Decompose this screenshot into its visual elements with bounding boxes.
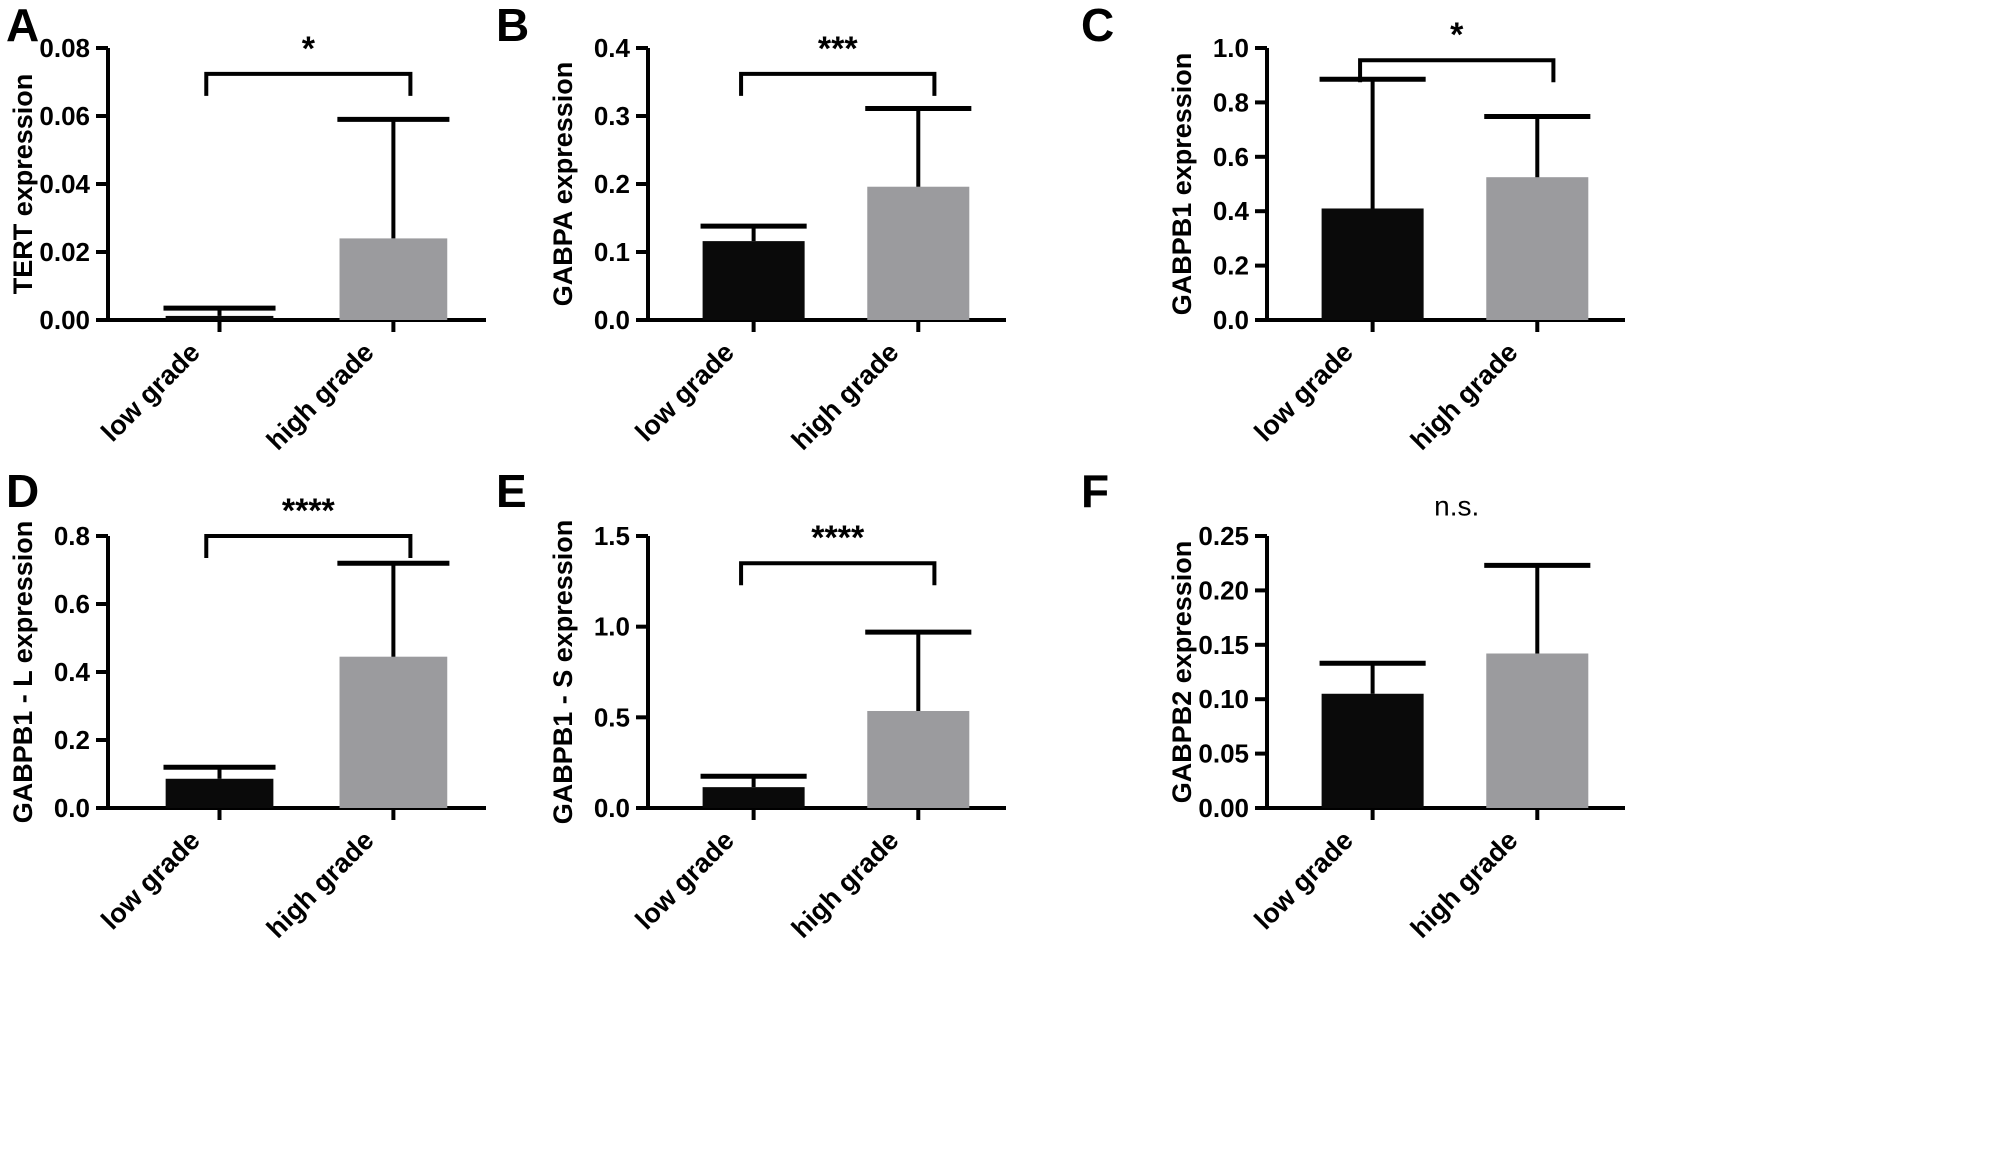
significance-label: * xyxy=(302,30,316,68)
bar xyxy=(867,186,970,320)
y-tick-label: 0.04 xyxy=(39,169,90,199)
x-tick-label: low grade xyxy=(630,825,740,935)
significance-bracket xyxy=(204,71,413,96)
y-tick-label: 0.00 xyxy=(1198,793,1249,823)
x-tick-label: high grade xyxy=(261,825,380,944)
panel-letter-e: E xyxy=(496,465,527,517)
x-tick-label: high grade xyxy=(786,825,905,944)
panel-c-plot: 0.0 0.2 0.4 0.6 0.8 1.0 GABPB1 expression low g… xyxy=(1167,16,1625,456)
panel-d: D 0.0 0.2 0.4 0.6 0.8 GABPB1 - L expression lo… xyxy=(0,465,500,944)
y-tick-label: 0.6 xyxy=(1213,142,1249,172)
panel-letter-d: D xyxy=(6,465,40,517)
y-tick-label: 0.00 xyxy=(39,305,90,335)
y-axis-label: TERT expression xyxy=(8,74,38,295)
x-tick-label: high grade xyxy=(1405,825,1524,944)
y-tick-label: 0.0 xyxy=(1213,305,1249,335)
bar xyxy=(1486,177,1589,320)
significance-label: *** xyxy=(818,30,858,68)
y-tick-label: 0.20 xyxy=(1198,575,1249,605)
panel-d-plot: 0.0 0.2 0.4 0.6 0.8 GABPB1 - L expression low … xyxy=(8,492,486,944)
bar xyxy=(1321,693,1424,808)
y-tick-label: 0.05 xyxy=(1198,739,1249,769)
x-tick-label: high grade xyxy=(261,337,380,456)
bar xyxy=(1486,653,1589,808)
y-tick-label: 0.4 xyxy=(54,657,91,687)
significance-bracket xyxy=(204,534,413,558)
significance-label: **** xyxy=(282,492,336,530)
significance-label: n.s. xyxy=(1434,491,1479,522)
y-tick-label: 1.5 xyxy=(594,521,630,551)
y-axis-label: GABPB1 - S expression xyxy=(548,520,578,825)
panel-c: C 0.0 0.2 0.4 0.6 0.8 1.0 GABPB1 expression low… xyxy=(1075,0,1635,456)
x-tick-label: low grade xyxy=(1249,825,1359,935)
panel-letter-b: B xyxy=(496,0,530,51)
y-tick-label: 0.08 xyxy=(39,33,90,63)
panel-letter-c: C xyxy=(1081,0,1115,51)
panel-b: B 0.0 0.1 0.2 0.3 0.4 GABPA expression low gra… xyxy=(490,0,1050,456)
y-axis-label: GABPB1 - L expression xyxy=(8,521,38,824)
y-tick-label: 0.8 xyxy=(54,521,90,551)
x-tick-label: low grade xyxy=(630,337,740,447)
bar xyxy=(702,787,805,808)
y-tick-label: 0.15 xyxy=(1198,630,1249,660)
bar xyxy=(702,241,805,320)
y-tick-label: 1.0 xyxy=(594,612,630,642)
significance-bracket xyxy=(739,71,937,96)
panel-letter-a: A xyxy=(6,0,40,51)
significance-bracket xyxy=(1358,58,1556,83)
y-axis-label: GABPA expression xyxy=(548,62,578,307)
y-tick-label: 0.2 xyxy=(594,169,630,199)
y-axis-label: GABPB1 expression xyxy=(1167,53,1197,316)
y-tick-label: 0.8 xyxy=(1213,87,1249,117)
significance-label: * xyxy=(1450,16,1464,54)
x-tick-label: low grade xyxy=(95,825,205,935)
y-tick-label: 0.5 xyxy=(594,702,630,732)
bar xyxy=(867,710,970,808)
bar xyxy=(1321,208,1424,320)
bar xyxy=(339,656,448,808)
y-axis-label: GABPB2 expression xyxy=(1167,541,1197,804)
y-tick-label: 0.3 xyxy=(594,101,630,131)
panel-b-plot: 0.0 0.1 0.2 0.3 0.4 GABPA expression low grade… xyxy=(548,30,1006,456)
x-tick-label: low grade xyxy=(95,337,205,447)
x-tick-label: high grade xyxy=(786,337,905,456)
panel-f: F 0.00 0.05 0.10 0.15 0.20 0.25 GABPB2 express… xyxy=(1075,465,1635,944)
y-tick-label: 0.2 xyxy=(1213,251,1249,281)
panel-e-plot: 0.0 0.5 1.0 1.5 GABPB1 - S expression low gra… xyxy=(548,519,1006,944)
x-tick-label: high grade xyxy=(1405,337,1524,456)
y-tick-label: 0.2 xyxy=(54,725,90,755)
y-tick-label: 0.02 xyxy=(39,237,90,267)
y-tick-label: 0.0 xyxy=(54,793,90,823)
significance-bracket xyxy=(739,561,937,586)
bar xyxy=(165,315,274,320)
significance-label: **** xyxy=(811,519,865,557)
y-tick-label: 0.0 xyxy=(594,793,630,823)
y-tick-label: 1.0 xyxy=(1213,33,1249,63)
bar xyxy=(339,238,448,320)
y-tick-label: 0.6 xyxy=(54,589,90,619)
y-tick-label: 0.4 xyxy=(1213,196,1250,226)
y-tick-label: 0.06 xyxy=(39,101,90,131)
y-tick-label: 0.25 xyxy=(1198,521,1249,551)
y-tick-label: 0.10 xyxy=(1198,684,1249,714)
y-tick-label: 0.1 xyxy=(594,237,630,267)
panel-letter-f: F xyxy=(1081,465,1110,517)
panel-a: A 0.00 0.02 0.04 0.06 0.08 TERT expression low… xyxy=(0,0,500,456)
panel-e: E 0.0 0.5 1.0 1.5 GABPB1 - S expression low g… xyxy=(490,465,1050,944)
y-tick-label: 0.4 xyxy=(594,33,631,63)
x-tick-label: low grade xyxy=(1249,337,1359,447)
y-tick-label: 0.0 xyxy=(594,305,630,335)
bar xyxy=(165,778,274,808)
